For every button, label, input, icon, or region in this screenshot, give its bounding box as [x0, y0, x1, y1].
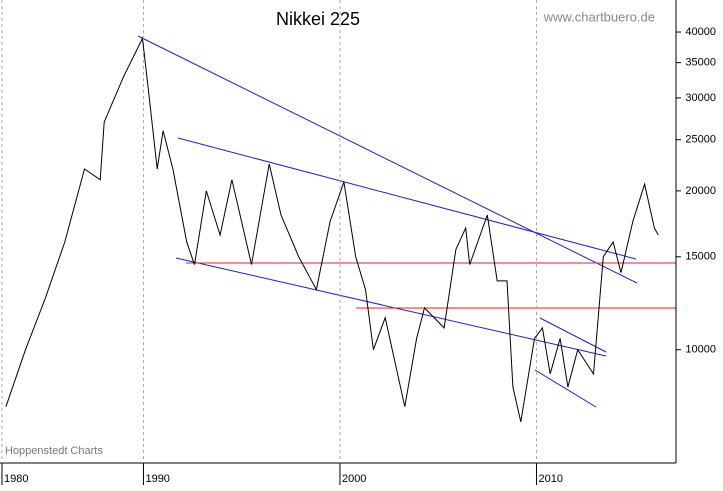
- x-tick-label: 2000: [342, 473, 366, 485]
- trend-line: [137, 35, 638, 284]
- x-tick-label: 2010: [538, 473, 562, 485]
- y-tick-label: 25000: [685, 134, 716, 146]
- y-tick-label: 20000: [685, 185, 716, 197]
- y-tick-label: 30000: [685, 92, 716, 104]
- price-line: [5, 36, 659, 422]
- trend-lines: [137, 35, 638, 408]
- trend-line: [534, 369, 597, 408]
- x-tick-label: 1990: [145, 473, 169, 485]
- credit: Hoppenstedt Charts: [5, 445, 103, 457]
- y-tick-label: 40000: [685, 26, 716, 38]
- chart-title: Nikkei 225: [276, 9, 360, 29]
- trend-line: [177, 137, 637, 260]
- y-tick-label: 10000: [685, 344, 716, 356]
- trend-line: [539, 317, 607, 353]
- y-tick-label: 15000: [685, 251, 716, 263]
- source: www.chartbuero.de: [543, 9, 655, 24]
- x-tick-label: 1980: [4, 473, 28, 485]
- y-tick-label: 35000: [685, 57, 716, 69]
- support-lines: [186, 262, 676, 309]
